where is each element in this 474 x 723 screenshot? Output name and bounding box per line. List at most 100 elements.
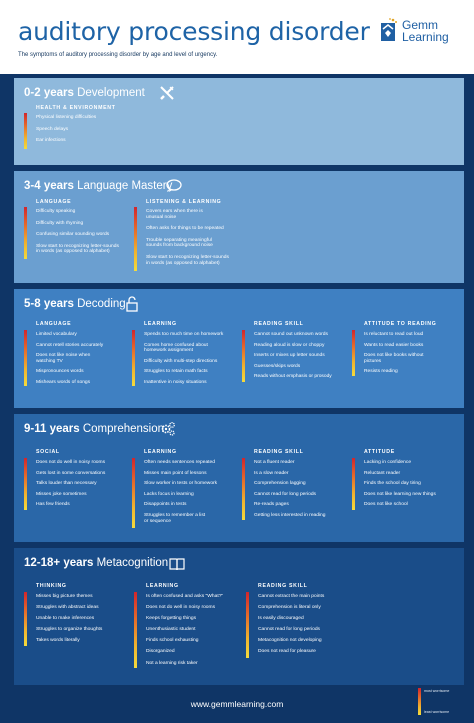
column-reading-skill: READING SKILL Not a fluent reader Is a s…: [242, 449, 326, 520]
list-item: Metacognition not developing: [258, 638, 322, 644]
list-item: Does not like school: [364, 502, 408, 508]
column-heading: LISTENING & LEARNING: [146, 199, 222, 205]
list-item: Inattentive in noisy situations: [144, 379, 207, 385]
column-heading: ATTITUDE: [364, 449, 395, 455]
website-link[interactable]: www.gemmlearning.com: [190, 699, 284, 709]
column-heading: SOCIAL: [36, 449, 60, 455]
column-reading-skill: READING SKILL Cannot sound out unknown w…: [242, 321, 332, 382]
column-heading: ATTITUDE TO READING: [364, 321, 437, 327]
list-item: Confusing similar sounding words: [36, 232, 110, 238]
urgency-bar: [352, 458, 355, 510]
column-heading: THINKING: [36, 583, 67, 589]
list-item: Is easily discouraged: [258, 616, 304, 622]
list-item: Guesses/skips words: [254, 363, 301, 369]
section-age: 12-18+ years: [24, 557, 94, 569]
list-item: pictures: [364, 358, 382, 364]
list-item: Does not do well in noisy rooms: [36, 460, 106, 465]
section-heading: 9-11 years Comprehension: [24, 423, 164, 435]
list-item: Unable to make inferences: [36, 616, 95, 622]
list-item: Comes home confused about: [144, 342, 208, 348]
column-heading: LANGUAGE: [36, 199, 72, 205]
section-age: 9-11 years: [24, 423, 80, 435]
section-age: 3-4 years: [24, 180, 74, 192]
list-item: Wants to read easier books: [364, 342, 424, 348]
list-item: Takes words literally: [36, 638, 80, 644]
list-item: or sequence: [144, 518, 171, 524]
column-learning: LEARNING Often needs sentences repeated …: [132, 449, 217, 528]
list-item: Misses big picture themes: [36, 594, 93, 599]
gemm-learning-logo[interactable]: Gemm Learning: [380, 17, 460, 45]
urgency-legend: most worrisome least worrisome: [418, 688, 468, 718]
column-heading: HEALTH & ENVIRONMENT: [36, 105, 116, 111]
list-item: Finds the school day tiring: [364, 481, 421, 487]
section-heading: 5-8 years Decoding: [24, 298, 126, 310]
list-item: Cannot extract the main points: [258, 594, 325, 599]
list-item: Often asks for things to be repeated: [146, 226, 224, 232]
legend-bar: [418, 688, 421, 715]
legend-least-label: least worrisome: [424, 710, 450, 714]
list-item: Reluctant reader: [364, 470, 401, 476]
list-item: Spends too much time on homework: [144, 332, 224, 337]
section-12-18-years: 12-18+ years Metacognition THINKING Miss…: [14, 548, 464, 685]
list-item: Is reluctant to read out loud: [364, 332, 424, 337]
column-health-environment: HEALTH & ENVIRONMENT Physical listening …: [24, 105, 116, 149]
urgency-bar: [24, 330, 27, 386]
urgency-bar: [24, 458, 27, 510]
list-item: Comprehension is literal only: [258, 605, 321, 611]
list-item: Cannot read for long periods: [254, 491, 316, 497]
list-item: Has few friends: [36, 502, 70, 508]
list-item: Unenthusiastic student: [146, 627, 196, 633]
list-item: Mispronounces words: [36, 369, 84, 375]
list-item: Struggles with abstract ideas: [36, 605, 99, 611]
list-item: Slow start to recognizing letter-sounds: [146, 254, 229, 260]
list-item: Physical listening difficulties: [36, 115, 97, 120]
speech-bubble-icon: [166, 179, 182, 192]
list-item: Struggles to remember a list: [144, 512, 206, 518]
list-item: Disappoints in tests: [144, 502, 187, 508]
urgency-bar: [246, 592, 249, 658]
section-age: 0-2 years: [24, 87, 74, 99]
section-3-4-years: 3-4 years Language Mastery LANGUAGE Diff…: [14, 171, 464, 283]
legend-most-label: most worrisome: [424, 689, 450, 693]
list-item: Does not like noise when: [36, 353, 91, 359]
list-item: Keeps forgetting things: [146, 616, 197, 622]
list-item: Ear infections: [36, 138, 66, 144]
list-item: in words (as opposed to alphabet): [36, 249, 110, 255]
padlock-icon: [126, 296, 138, 312]
column-learning: LEARNING Is often confused and asks "Wha…: [134, 583, 223, 668]
list-item: Does not do well in noisy rooms: [146, 605, 216, 611]
list-item: Does not like learning new things: [364, 491, 436, 497]
section-9-11-years: 9-11 years Comprehension SOCIAL Does not…: [14, 414, 464, 542]
list-item: Lacking in confidence: [364, 460, 412, 465]
column-listening-learning: LISTENING & LEARNING Covers ears when th…: [134, 199, 229, 271]
urgency-bar: [132, 458, 135, 528]
list-item: Not a fluent reader: [254, 460, 295, 465]
list-item: watching TV: [36, 358, 63, 364]
logo-line-2: Learning: [402, 30, 449, 44]
urgency-bar: [132, 330, 135, 386]
list-item: Is often confused and asks "What?": [146, 594, 224, 599]
list-item: Limited vocabulary: [36, 332, 77, 337]
column-language: LANGUAGE Limited vocabulary Cannot retel…: [24, 321, 103, 386]
column-heading: LEARNING: [144, 449, 177, 455]
section-topic: Language Mastery: [77, 180, 173, 192]
section-topic: Comprehension: [82, 423, 165, 435]
list-item: unusual noise: [146, 214, 177, 220]
list-item: Re-reads pages: [254, 502, 289, 508]
header: auditory processing disorder The symptom…: [0, 0, 474, 74]
section-0-2-years: 0-2 years Development HEALTH & ENVIRONME…: [14, 78, 464, 165]
section-5-8-years: 5-8 years Decoding LANGUAGE Limited voca…: [14, 289, 464, 408]
list-item: Does not read for pleasure: [258, 649, 316, 655]
list-item: Not a learning risk taker: [146, 660, 198, 666]
list-item: Covers ears when there is: [146, 209, 203, 214]
column-learning: LEARNING Spends too much time on homewor…: [132, 321, 223, 386]
column-heading: LEARNING: [146, 583, 179, 589]
urgency-bar: [134, 592, 137, 668]
section-topic: Decoding: [77, 298, 126, 310]
list-item: Lacks focus in learning: [144, 491, 194, 497]
list-item: Inserts or mixes up letter sounds: [254, 353, 325, 359]
list-item: Finds school exhausting: [146, 638, 199, 644]
section-topic: Development: [77, 87, 145, 99]
urgency-bar: [242, 330, 245, 382]
urgency-bar: [352, 330, 355, 376]
